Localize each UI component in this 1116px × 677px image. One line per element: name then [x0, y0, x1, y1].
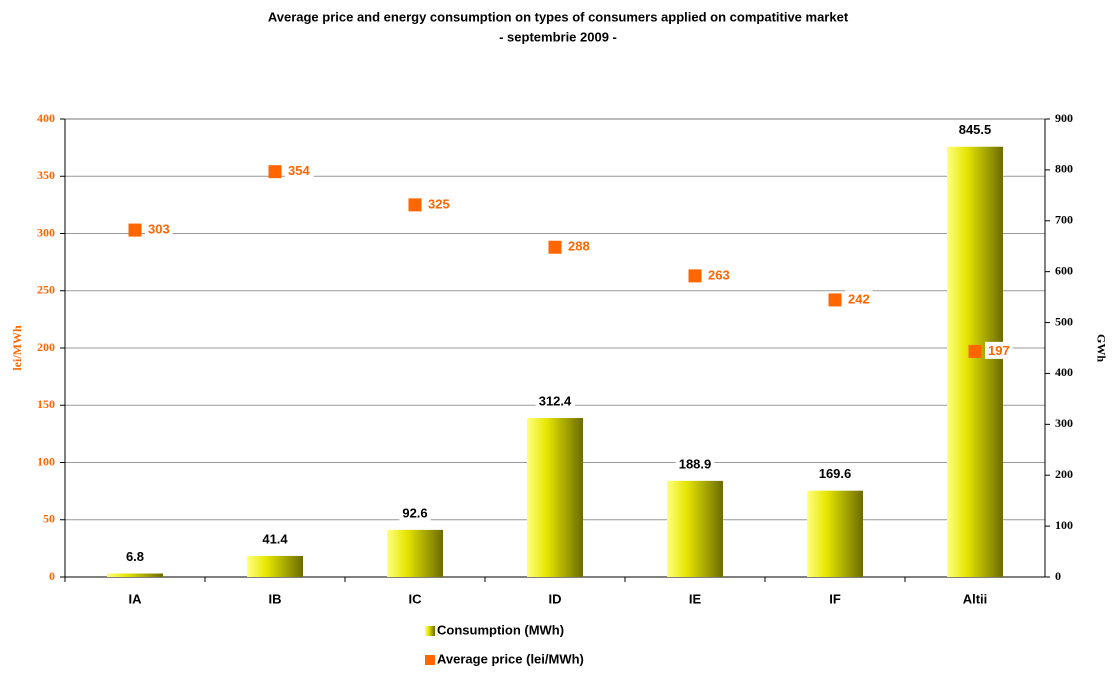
data-label: 197: [988, 343, 1010, 358]
y2-tick-label: 600: [1055, 263, 1073, 277]
bar: [247, 555, 303, 577]
x-tick-label: ID: [549, 591, 562, 606]
data-label-bg: [815, 465, 855, 483]
y-tick-label: 50: [43, 512, 55, 526]
y2-tick-label: 300: [1055, 416, 1073, 430]
bar: [527, 418, 583, 577]
legend-label: Consumption (MWh): [437, 622, 564, 637]
data-label-bg: [535, 392, 576, 410]
bar: [807, 490, 863, 577]
y-tick-label: 400: [37, 111, 55, 125]
chart-subtitle: - septembrie 2009 -: [499, 29, 617, 44]
legend-label: Average price (lei/MWh): [437, 651, 584, 666]
x-tick-label: IA: [129, 591, 143, 606]
marker: [268, 165, 282, 179]
x-tick-label: IF: [829, 591, 841, 606]
y2-tick-label: 500: [1055, 314, 1073, 328]
data-label-bg: [285, 162, 314, 180]
data-label-bg: [985, 341, 1013, 359]
y-tick-label: 150: [37, 397, 55, 411]
y-tick-label: 100: [37, 454, 55, 468]
data-label: 242: [848, 291, 870, 306]
data-label-bg: [145, 220, 173, 238]
x-tick-label: Altii: [963, 591, 988, 606]
data-label: 6.8: [126, 549, 144, 564]
data-label-bg: [565, 237, 593, 255]
data-label-bg: [675, 455, 715, 473]
y-tick-label: 200: [37, 340, 55, 354]
y2-tick-label: 400: [1055, 365, 1073, 379]
y-tick-label: 250: [37, 283, 55, 297]
bar: [107, 573, 163, 577]
data-label: 845.5: [959, 122, 992, 137]
data-label: 325: [428, 196, 450, 211]
y2-tick-label: 0: [1055, 569, 1061, 583]
data-label: 92.6: [402, 505, 427, 520]
data-label-bg: [399, 504, 431, 522]
chart-title: Average price and energy consumption on …: [268, 9, 849, 24]
data-label: 288: [568, 239, 590, 254]
data-label: 41.4: [262, 531, 288, 546]
data-label: 263: [708, 267, 730, 282]
marker: [828, 293, 842, 307]
data-label-bg: [425, 195, 453, 213]
y2-tick-label: 900: [1055, 111, 1073, 125]
data-label: 169.6: [819, 466, 852, 481]
y2-tick-label: 700: [1055, 213, 1073, 227]
data-label: 354: [288, 163, 310, 178]
marker: [128, 223, 142, 237]
y-tick-label: 0: [49, 569, 55, 583]
y2-tick-label: 200: [1055, 467, 1073, 481]
y2-axis-title: GWh: [1094, 334, 1108, 362]
data-label-bg: [845, 290, 873, 308]
data-label-bg: [705, 266, 733, 284]
data-label: 303: [148, 222, 170, 237]
legend-swatch: [425, 655, 435, 665]
marker: [968, 344, 982, 358]
y2-tick-label: 800: [1055, 162, 1073, 176]
data-label-bg: [122, 547, 148, 565]
marker: [408, 198, 422, 212]
y-tick-label: 300: [37, 225, 55, 239]
bar: [947, 146, 1003, 578]
x-tick-label: IC: [409, 591, 423, 606]
data-label: 312.4: [539, 393, 572, 408]
marker: [548, 240, 562, 254]
x-tick-label: IB: [269, 591, 282, 606]
legend-swatch: [425, 626, 435, 636]
bar: [667, 480, 723, 577]
y-axis-title: lei/MWh: [10, 325, 24, 371]
y-tick-label: 350: [37, 168, 55, 182]
data-label-bg: [259, 530, 292, 548]
marker: [688, 269, 702, 283]
y2-tick-label: 100: [1055, 518, 1073, 532]
bar: [387, 529, 443, 577]
data-label: 188.9: [679, 456, 712, 471]
data-label-bg: [955, 121, 995, 139]
x-tick-label: IE: [689, 591, 702, 606]
